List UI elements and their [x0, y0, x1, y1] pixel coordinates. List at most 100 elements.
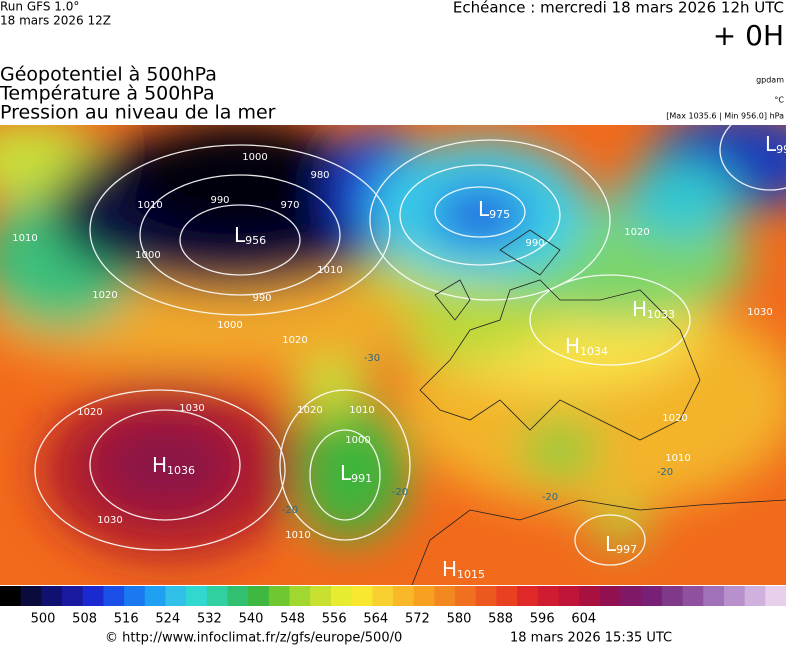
pressure-center: L99	[765, 132, 786, 157]
isobar-label: 1020	[297, 405, 322, 416]
footer-generated: 18 mars 2026 15:35 UTC	[510, 631, 672, 646]
colorbar-cell	[765, 586, 786, 606]
center-type: H	[565, 334, 580, 358]
colorbar-cell	[144, 586, 166, 606]
colorbar-label: 556	[322, 612, 347, 627]
colorbar-cell	[517, 586, 539, 606]
isobar-label: 980	[310, 170, 329, 181]
center-value: 956	[245, 234, 266, 247]
colorbar-cell	[289, 586, 311, 606]
unit-label: [Max 1035.6 | Min 956.0] hPa	[666, 112, 784, 121]
colorbar-label: 540	[239, 612, 264, 627]
colorbar-cell	[682, 586, 704, 606]
isobar-label: 1010	[12, 233, 37, 244]
run-date: 18 mars 2026 12Z	[0, 14, 111, 28]
map: 1000 990 980 970 1010 1010 1000 1020 990 1000 1010…	[0, 125, 786, 585]
colorbar-cell	[393, 586, 415, 606]
isobar-label: 1010	[317, 265, 342, 276]
center-type: L	[234, 223, 246, 247]
pressure-center: L991	[340, 461, 372, 486]
colorbar-cell	[558, 586, 580, 606]
isobar-label: 990	[210, 195, 229, 206]
center-value: 997	[616, 543, 637, 556]
colorbar-label: 588	[488, 612, 513, 627]
colorbar-cell	[268, 586, 291, 606]
colorbar-cell	[248, 586, 270, 606]
colorbar-label: 572	[405, 612, 430, 627]
colorbar-cell	[124, 586, 146, 606]
colorbar-cell	[0, 586, 22, 606]
colorbar-label: 596	[530, 612, 555, 627]
isobar-label: 1020	[282, 335, 307, 346]
lead-time: + 0H	[713, 19, 784, 52]
isobar-label: 1020	[624, 227, 649, 238]
colorbar-cell	[310, 586, 332, 606]
unit-label: gpdam	[756, 76, 784, 85]
colorbar-cell	[20, 586, 42, 606]
colorbar-cell	[434, 586, 456, 606]
center-value: 1015	[457, 568, 485, 581]
title-line: Température à 500hPa	[0, 83, 215, 105]
footer-source: © http://www.infoclimat.fr/z/gfs/europe/…	[105, 631, 402, 646]
pressure-center: H1033	[632, 297, 675, 322]
colorbar-cell	[82, 586, 104, 606]
center-type: L	[765, 132, 777, 156]
colorbar-cell	[227, 586, 249, 606]
colorbar-cell	[579, 586, 601, 606]
pressure-center: L975	[478, 197, 510, 222]
colorbar-cell	[744, 586, 766, 606]
center-value: 1033	[647, 308, 675, 321]
isobar-label: -30	[364, 353, 380, 364]
isobar-label: 970	[280, 200, 299, 211]
colorbar-cell	[62, 586, 84, 606]
colorbar-cell	[351, 586, 373, 606]
title-line: Géopotentiel à 500hPa	[0, 64, 217, 86]
colorbar-cell	[330, 586, 353, 606]
isobar-label: 1020	[77, 407, 102, 418]
isobar-label: 1000	[217, 320, 242, 331]
colorbar-cell	[537, 586, 559, 606]
unit-label: °C	[774, 96, 784, 105]
isobar-label: 1000	[345, 435, 370, 446]
colorbar: 500 508 516 524 532 540 548 556 564 572 580 588 596 6…	[0, 586, 786, 627]
colorbar-cell	[703, 586, 725, 606]
colorbar-cell	[620, 586, 642, 606]
center-type: H	[632, 297, 647, 321]
isobar-label: 1030	[747, 307, 772, 318]
isobar-label: 990	[252, 293, 271, 304]
colorbar-label: 508	[72, 612, 97, 627]
center-value: 1036	[167, 464, 195, 477]
colorbar-cell	[41, 586, 63, 606]
center-value: 975	[489, 208, 510, 221]
isobar-label: 1010	[137, 200, 162, 211]
colorbar-cell	[723, 586, 746, 606]
colorbar-cell	[165, 586, 187, 606]
isobar-label: -20	[392, 487, 408, 498]
colorbar-cell	[455, 586, 477, 606]
colorbar-cell	[186, 586, 208, 606]
colorbar-label: 516	[114, 612, 139, 627]
isobar-label: -20	[657, 467, 673, 478]
center-type: L	[478, 197, 490, 221]
isobar-label: -20	[282, 505, 298, 516]
isobar-label: 1000	[242, 152, 267, 163]
colorbar-cell	[641, 586, 663, 606]
isobar-label: 1030	[97, 515, 122, 526]
colorbar-cell	[206, 586, 229, 606]
colorbar-cell	[372, 586, 394, 606]
colorbar-label: 564	[363, 612, 388, 627]
colorbar-label: 500	[31, 612, 56, 627]
center-type: L	[605, 532, 617, 556]
pressure-center: L997	[605, 532, 637, 557]
pressure-center: H1036	[152, 453, 195, 478]
colorbar-label: 548	[280, 612, 305, 627]
forecast-time: Echéance : mercredi 18 mars 2026 12h UTC	[453, 0, 784, 17]
isobar-label: 1020	[662, 413, 687, 424]
colorbar-cell	[496, 586, 518, 606]
isobar-label: -20	[542, 492, 558, 503]
isobar-label: 1010	[665, 453, 690, 464]
isobar-label: 1030	[179, 403, 204, 414]
center-type: H	[152, 453, 167, 477]
